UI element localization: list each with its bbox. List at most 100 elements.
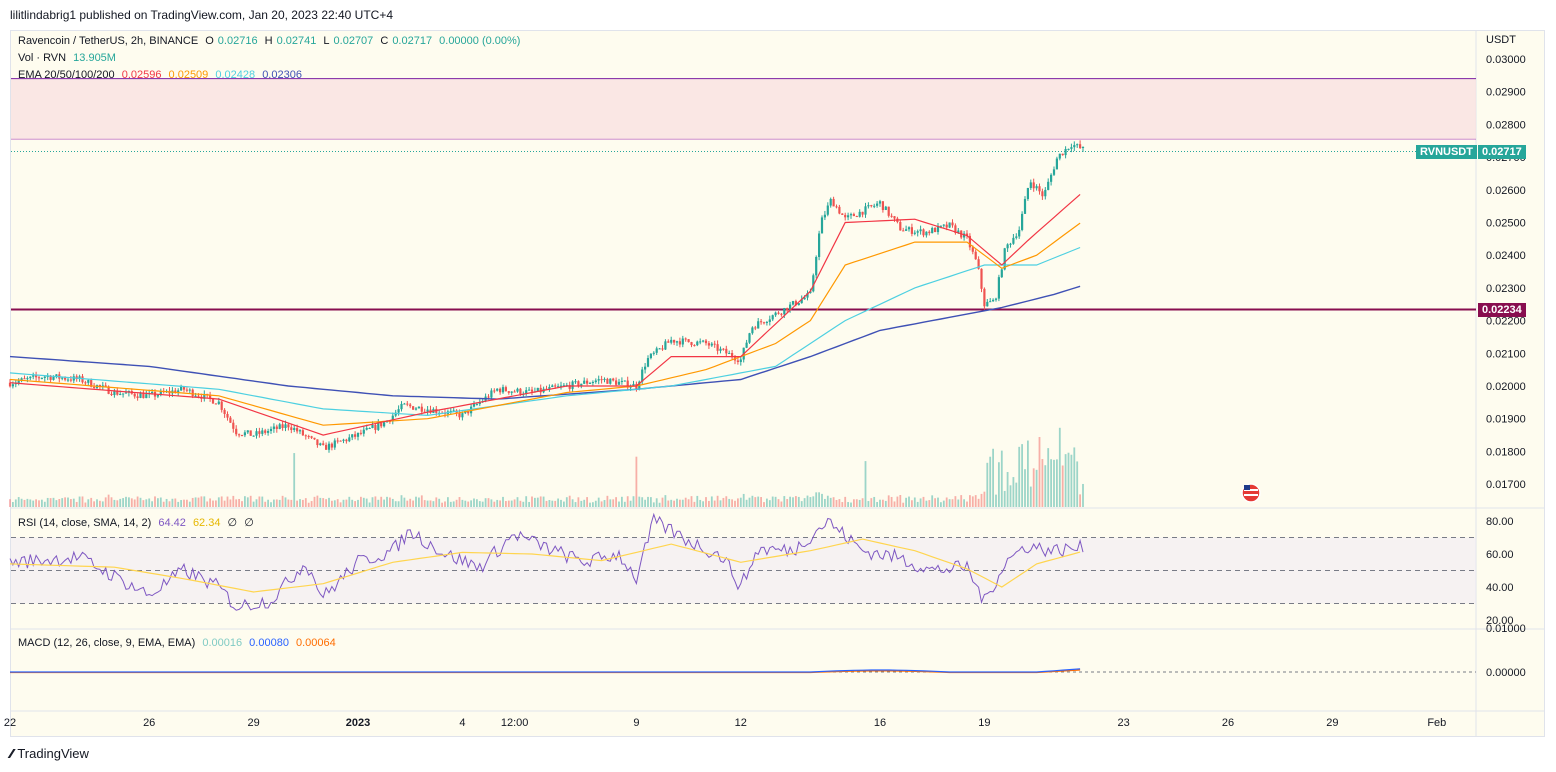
volume-bar: [977, 498, 980, 507]
candle: [957, 230, 960, 233]
candle: [777, 312, 780, 314]
volume-bar: [716, 495, 719, 507]
candle: [400, 403, 403, 410]
candle: [209, 394, 212, 399]
tradingview-brand[interactable]: ⁄⁄ TradingView: [10, 746, 89, 761]
candle: [907, 227, 911, 230]
volume-bar: [925, 500, 928, 507]
volume-bar: [275, 499, 278, 507]
symbol-label[interactable]: Ravencoin / TetherUS, 2h, BINANCE: [18, 35, 199, 47]
rsi-axis-tick: 60.00: [1486, 549, 1514, 561]
volume-bar: [980, 493, 983, 507]
candle: [893, 216, 896, 219]
volume-bar: [23, 499, 26, 507]
volume-bar: [560, 499, 562, 507]
volume-bar: [565, 497, 568, 507]
volume-bar: [771, 496, 774, 507]
volume-bar: [394, 501, 397, 507]
candle: [214, 403, 217, 405]
candle: [319, 443, 322, 446]
volume-bar: [212, 500, 214, 507]
candle: [774, 312, 777, 316]
candle: [84, 382, 87, 384]
volume-bar: [638, 496, 641, 507]
candle: [510, 391, 513, 393]
volume-bar: [948, 499, 951, 507]
volume-bar: [676, 498, 678, 507]
candle: [713, 343, 716, 345]
volume-bar: [455, 499, 458, 507]
volume-label[interactable]: Vol · RVN: [18, 52, 67, 64]
volume-bar: [391, 498, 394, 507]
candle: [519, 388, 522, 395]
candle: [559, 385, 563, 387]
volume-bar: [786, 499, 789, 507]
volume-bar: [725, 496, 728, 507]
candle: [615, 380, 618, 385]
volume-bar: [589, 502, 591, 507]
volume-bar: [267, 499, 269, 507]
volume-bar: [766, 498, 768, 507]
volume-bar: [693, 501, 696, 507]
volume-bar: [351, 499, 354, 507]
volume-bar: [919, 498, 922, 507]
candle: [852, 214, 855, 217]
volume-bar: [499, 500, 501, 507]
candle: [652, 352, 655, 354]
volume-bar: [934, 498, 936, 507]
candle: [931, 227, 934, 234]
volume-bar: [246, 497, 249, 507]
candle: [269, 428, 273, 431]
candle: [1029, 182, 1032, 189]
volume-bar: [739, 497, 742, 507]
resistance-zone: [11, 78, 1476, 140]
volume-bar: [806, 495, 809, 507]
candle: [423, 411, 426, 413]
candle: [23, 378, 26, 380]
price-axis-tick: 0.01700: [1486, 479, 1526, 491]
macd-label[interactable]: MACD (12, 26, close, 9, EMA, EMA): [18, 637, 196, 649]
volume-bar: [954, 496, 957, 507]
ema-label[interactable]: EMA 20/50/100/200: [18, 69, 115, 81]
candle: [452, 410, 455, 412]
volume-bar: [647, 496, 649, 507]
us-flag-stripe: [1244, 489, 1258, 491]
price-axis-tick: 0.01800: [1486, 446, 1526, 458]
time-axis-tick: 29: [247, 717, 259, 729]
candle: [873, 205, 876, 207]
candle: [820, 217, 824, 234]
volume-bar: [403, 497, 406, 507]
volume-bar: [687, 499, 690, 507]
volume-bar: [908, 496, 910, 507]
volume-bar: [261, 496, 264, 507]
candle: [551, 385, 554, 388]
volume-bar: [171, 498, 174, 507]
candle: [719, 348, 722, 351]
volume-bar: [507, 500, 510, 507]
volume-bar: [188, 501, 191, 507]
volume-bar: [667, 500, 670, 507]
rsi-label[interactable]: RSI (14, close, SMA, 14, 2): [18, 517, 152, 529]
volume-bar: [406, 500, 409, 507]
volume-bar: [122, 498, 124, 507]
volume-bar: [61, 498, 64, 507]
volume-bar: [1000, 450, 1003, 507]
volume-bar: [487, 498, 490, 507]
volume-bar: [1053, 459, 1055, 507]
volume-bar: [818, 492, 820, 507]
macd-line: [10, 668, 1081, 673]
volume-bar: [368, 502, 371, 507]
candle: [516, 388, 519, 392]
candle: [342, 439, 345, 441]
candle: [336, 440, 339, 442]
change-value: 0.00000 (0.00%): [439, 35, 521, 47]
candle: [881, 201, 884, 211]
volume-bar: [957, 499, 960, 507]
candle: [800, 299, 803, 304]
candle: [626, 380, 629, 388]
candle: [1067, 148, 1070, 150]
candle: [557, 386, 560, 388]
candle: [461, 413, 464, 418]
volume-bar: [853, 499, 855, 507]
